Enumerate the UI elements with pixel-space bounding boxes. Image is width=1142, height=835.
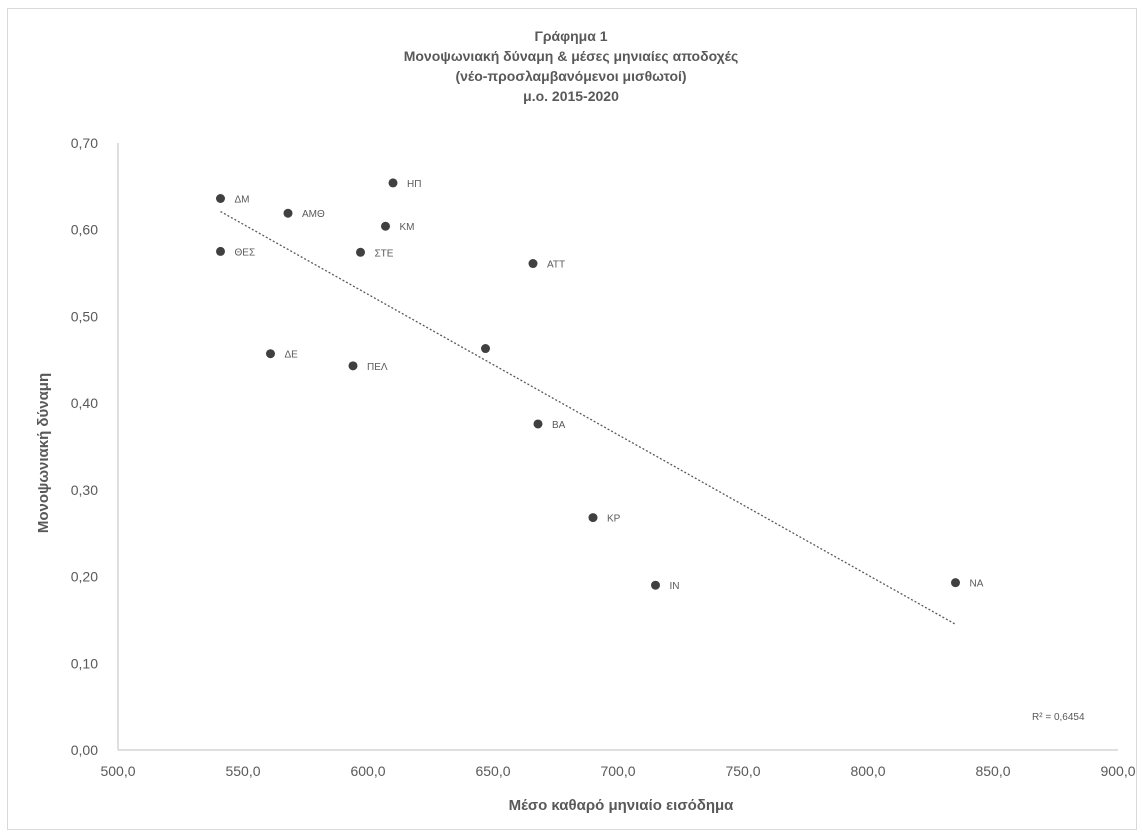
chart-title: Γράφημα 1 Μονοψωνιακή δύναμη & μέσες μην…: [0, 26, 1142, 106]
data-point-label: ΝΑ: [970, 579, 984, 590]
trendline: [220, 210, 956, 625]
y-tick-label: 0,70: [71, 135, 98, 151]
x-tick-label: 900,0: [1100, 763, 1135, 779]
data-point: [588, 513, 598, 523]
chart-title-line-2: Μονοψωνιακή δύναμη & μέσες μηνιαίες αποδ…: [403, 48, 739, 64]
x-axis-title: Μέσο καθαρό μηνιαίο εισόδημα: [509, 797, 735, 814]
data-point: [348, 361, 358, 371]
x-tick-label: 550,0: [225, 763, 260, 779]
data-point: [951, 578, 960, 588]
data-point-label: ΔΕ: [285, 350, 299, 361]
x-tick-label: 850,0: [975, 763, 1010, 779]
axes: [117, 143, 1118, 751]
x-tick-label: 700,0: [600, 763, 635, 779]
data-point: [533, 419, 543, 429]
data-point: [266, 349, 275, 359]
data-point: [651, 580, 660, 590]
r-squared-label: R² = 0,6454: [1032, 712, 1085, 723]
data-point: [481, 344, 490, 354]
x-tick-labels: 500,0 550,0 600,0 650,0 700,0 750,0 800,0 850,0…: [100, 763, 1135, 779]
y-tick-label: 0,20: [71, 569, 98, 585]
data-points: [216, 178, 960, 590]
data-point-label: ΘΕΣ: [235, 247, 256, 258]
data-point: [216, 193, 225, 203]
data-point: [528, 259, 538, 269]
data-point: [283, 208, 293, 218]
point-labels: ΔΜ ΑΜΘ ΗΠ ΚΜ ΘΕΣ ΣΤΕ ΑΤΤ ΔΕ ΠΕΛ ΒΑ ΚΡ ΙΝ ΝΑ: [235, 179, 984, 592]
y-tick-label: 0,00: [71, 742, 98, 758]
data-point-label: ΗΠ: [407, 179, 421, 190]
y-tick-labels: 0,00 0,10 0,20 0,30 0,40 0,50 0,60 0,70: [71, 135, 98, 758]
chart-title-line-3: (νέο-προσλαμβανόμενοι μισθωτοί): [455, 68, 687, 84]
data-point-label: ΙΝ: [670, 581, 680, 592]
trendline-group: [220, 210, 956, 625]
data-point-label: ΒΑ: [552, 420, 566, 431]
y-axis-title: Μονοψωνιακή δύναμη: [35, 373, 52, 533]
chart-title-line-4: μ.ο. 2015-2020: [523, 88, 619, 104]
data-point: [388, 178, 398, 188]
data-point: [216, 246, 225, 256]
data-point: [356, 247, 365, 257]
y-tick-label: 0,30: [71, 482, 98, 498]
data-point: [381, 221, 390, 231]
data-point-label: ΠΕΛ: [367, 362, 388, 373]
data-point-label: ΚΡ: [607, 514, 621, 525]
x-tick-label: 750,0: [725, 763, 760, 779]
y-tick-label: 0,40: [71, 395, 98, 411]
y-tick-label: 0,50: [71, 308, 98, 324]
data-point-label: ΑΜΘ: [302, 209, 325, 220]
chart-frame: [7, 8, 1137, 830]
x-tick-label: 500,0: [100, 763, 135, 779]
chart-title-line-1: Γράφημα 1: [534, 28, 608, 44]
data-point-label: ΣΤΕ: [375, 248, 394, 259]
x-tick-label: 600,0: [350, 763, 385, 779]
y-tick-label: 0,10: [71, 655, 98, 671]
y-tick-label: 0,60: [71, 222, 98, 238]
x-tick-label: 800,0: [850, 763, 885, 779]
data-point-label: ΚΜ: [400, 222, 415, 233]
x-tick-label: 650,0: [475, 763, 510, 779]
data-point-label: ΔΜ: [235, 194, 250, 205]
data-point-label: ΑΤΤ: [547, 260, 565, 271]
